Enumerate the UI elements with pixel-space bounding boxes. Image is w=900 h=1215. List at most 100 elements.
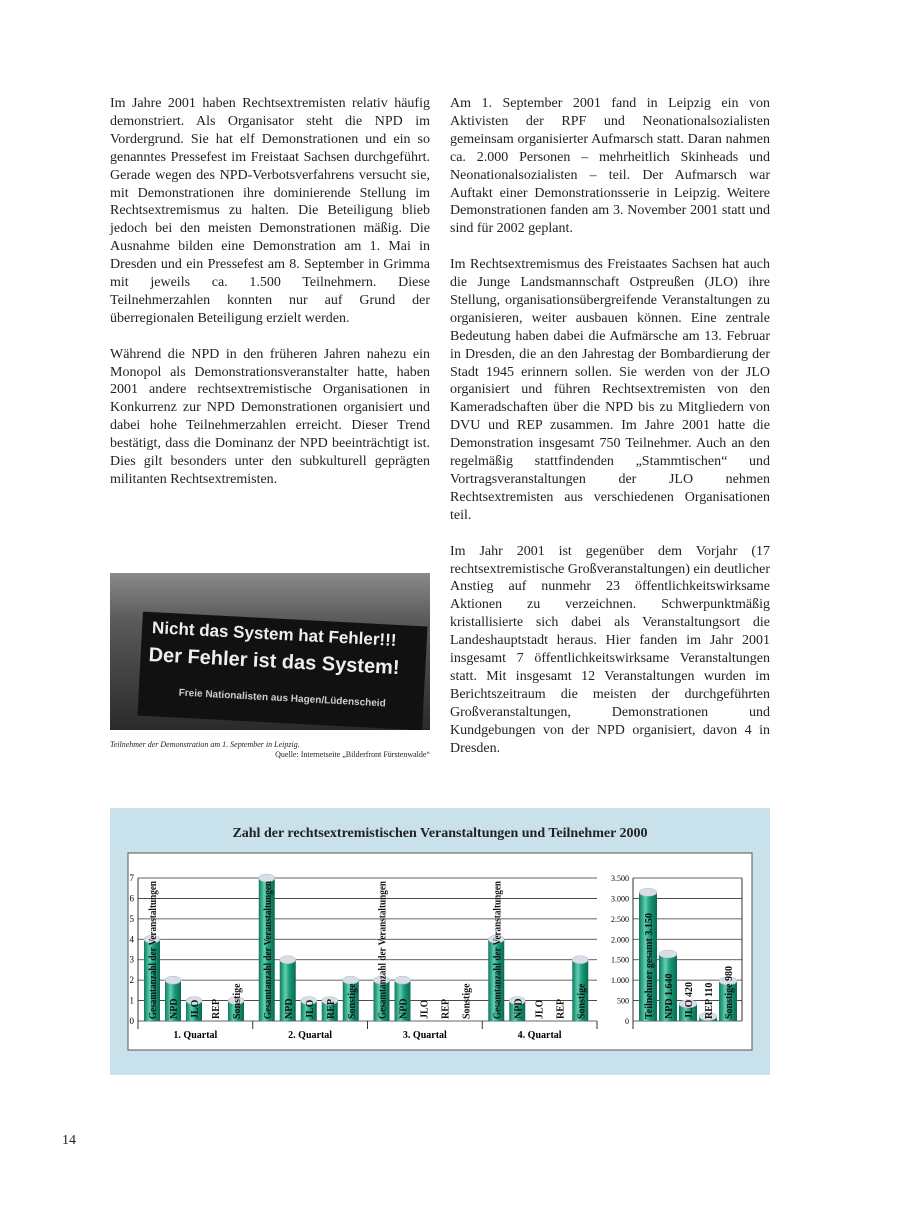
chart: 0 1 2 3 4 5 6 7 Gesamtanzahl der Veranstaltungen… <box>127 852 753 1051</box>
y-tick-label: 1.500 <box>611 956 629 965</box>
bar-label: Gesamtanzahl der Veranstaltungen <box>492 881 503 1019</box>
bar-label: REP <box>326 999 337 1019</box>
paragraph: Am 1. September 2001 fand in Leipzig ein… <box>450 96 770 237</box>
photo-banner: Nicht das System hat Fehler!!! Der Fehle… <box>137 611 428 730</box>
bar-top <box>279 955 296 964</box>
bar-top <box>227 996 245 1005</box>
bar-label: JLO <box>534 999 545 1019</box>
bar-label: Gesamtanzahl der Veranstaltungen <box>378 881 389 1019</box>
y-tick-label: 0 <box>130 1016 135 1026</box>
bar-label: Sonstige <box>576 983 587 1019</box>
chart-panel: Zahl der rechtsextremistischen Veranstal… <box>110 808 770 1075</box>
bar-label: Sonstige <box>347 983 358 1019</box>
banner-text: Der Fehler ist das System! <box>148 643 401 680</box>
bar-top <box>185 996 203 1005</box>
x-category-label: 2. Quartal <box>288 1030 332 1041</box>
caption-source: Quelle: Internetseite „Bilderfront Fürst… <box>275 750 430 759</box>
page-number: 14 <box>62 1133 76 1148</box>
bar <box>228 1000 244 1021</box>
bar <box>679 1003 697 1021</box>
bar <box>300 1000 317 1021</box>
bar <box>321 1000 338 1021</box>
y-tick-label: 1.000 <box>611 976 629 985</box>
bar-label: REP <box>211 999 222 1019</box>
bar-label: NPD <box>399 998 410 1019</box>
y-tick-label: 3.000 <box>611 894 629 903</box>
bar-label: Sonstige <box>232 983 243 1019</box>
bar <box>394 980 411 1021</box>
y-tick-label: 3 <box>130 955 135 965</box>
bar-top <box>143 935 161 944</box>
bar-label: NPD 1.640 <box>664 973 675 1019</box>
bar <box>659 953 677 1021</box>
bar-label: JLO <box>305 999 316 1019</box>
bar-label: NPD <box>513 998 524 1019</box>
paragraph: Während die NPD in den früheren Jahren n… <box>110 346 430 488</box>
bar-label: REP 110 <box>704 983 715 1019</box>
bar-label: Teilnehmer gesamt 3.150 <box>644 913 655 1019</box>
demonstration-photo: Nicht das System hat Fehler!!! Der Fehle… <box>110 573 430 730</box>
bar <box>165 980 181 1021</box>
paragraph: Im Jahre 2001 haben Rechtsextremisten re… <box>110 96 430 326</box>
bar-top <box>638 888 658 897</box>
bar-label: JLO <box>190 999 201 1019</box>
plot-frame <box>127 852 753 1051</box>
bar <box>639 892 657 1021</box>
bar-label: Gesamtanzahl der Veranstaltungen <box>148 881 159 1019</box>
bar <box>488 939 505 1021</box>
bar-top <box>394 975 411 985</box>
bar <box>509 1000 526 1021</box>
bar-top <box>488 935 505 944</box>
y-tick-label: 3.500 <box>611 874 629 883</box>
y-tick-label: 2.500 <box>611 915 629 924</box>
bar <box>144 939 160 1021</box>
bar-top <box>678 999 698 1009</box>
bar-label: Sonstige 980 <box>724 966 735 1019</box>
y-tick-label: 5 <box>130 914 135 924</box>
paragraph: Im Rechtsextremismus des Freistaates Sac… <box>450 257 770 523</box>
y-tick-label: 0 <box>625 1017 629 1026</box>
bar <box>342 980 359 1021</box>
bar-label: JLO <box>420 999 431 1019</box>
bar <box>279 959 296 1021</box>
left-text-column: Im Jahre 2001 haben Rechtsextremisten re… <box>110 95 430 507</box>
bar <box>186 1000 202 1021</box>
bar-label: NPD <box>284 998 295 1019</box>
bar-top <box>698 1012 718 1021</box>
y-tick-label: 500 <box>617 997 629 1006</box>
caption-text: Teilnehmer der Demonstration am 1. Septe… <box>110 740 300 749</box>
bar-top <box>321 996 338 1005</box>
chart-title: Zahl der rechtsextremistischen Veranstal… <box>232 826 648 841</box>
bar-top <box>658 949 678 959</box>
bar-label: JLO 420 <box>684 982 695 1019</box>
y-tick-label: 6 <box>130 893 135 903</box>
bar-top <box>572 955 589 964</box>
bar-top <box>509 996 526 1005</box>
bar-top <box>258 873 275 883</box>
y-tick-label: 7 <box>130 873 135 883</box>
bar-top <box>373 975 390 985</box>
bar <box>719 980 737 1021</box>
bar-label: REP <box>441 999 452 1019</box>
bar-label: Sonstige <box>462 983 473 1019</box>
bar-label: REP <box>555 999 566 1019</box>
bar-top <box>300 996 317 1005</box>
y-tick-label: 4 <box>130 934 135 944</box>
bar-top <box>342 975 359 985</box>
bar-top <box>718 976 738 986</box>
y-tick-label: 2 <box>130 975 135 985</box>
banner-text: Freie Nationalisten aus Hagen/Lüdenschei… <box>178 687 386 710</box>
bar <box>373 980 390 1021</box>
photo-caption: Teilnehmer der Demonstration am 1. Septe… <box>110 740 430 760</box>
right-text-column: Am 1. September 2001 fand in Leipzig ein… <box>450 95 770 775</box>
bar <box>572 959 589 1021</box>
paragraph: Im Jahr 2001 ist gegenüber dem Vorjahr (… <box>450 543 770 756</box>
x-category-label: 3. Quartal <box>403 1030 447 1041</box>
bar-top <box>164 975 182 985</box>
y-tick-label: 2.000 <box>611 935 629 944</box>
bar-label: NPD <box>169 998 180 1019</box>
bar <box>258 878 275 1021</box>
bar-label: Gesamtanzahl der Veranstaltungen <box>263 881 274 1019</box>
x-category-label: 4. Quartal <box>518 1030 562 1041</box>
x-category-label: 1. Quartal <box>173 1030 217 1041</box>
